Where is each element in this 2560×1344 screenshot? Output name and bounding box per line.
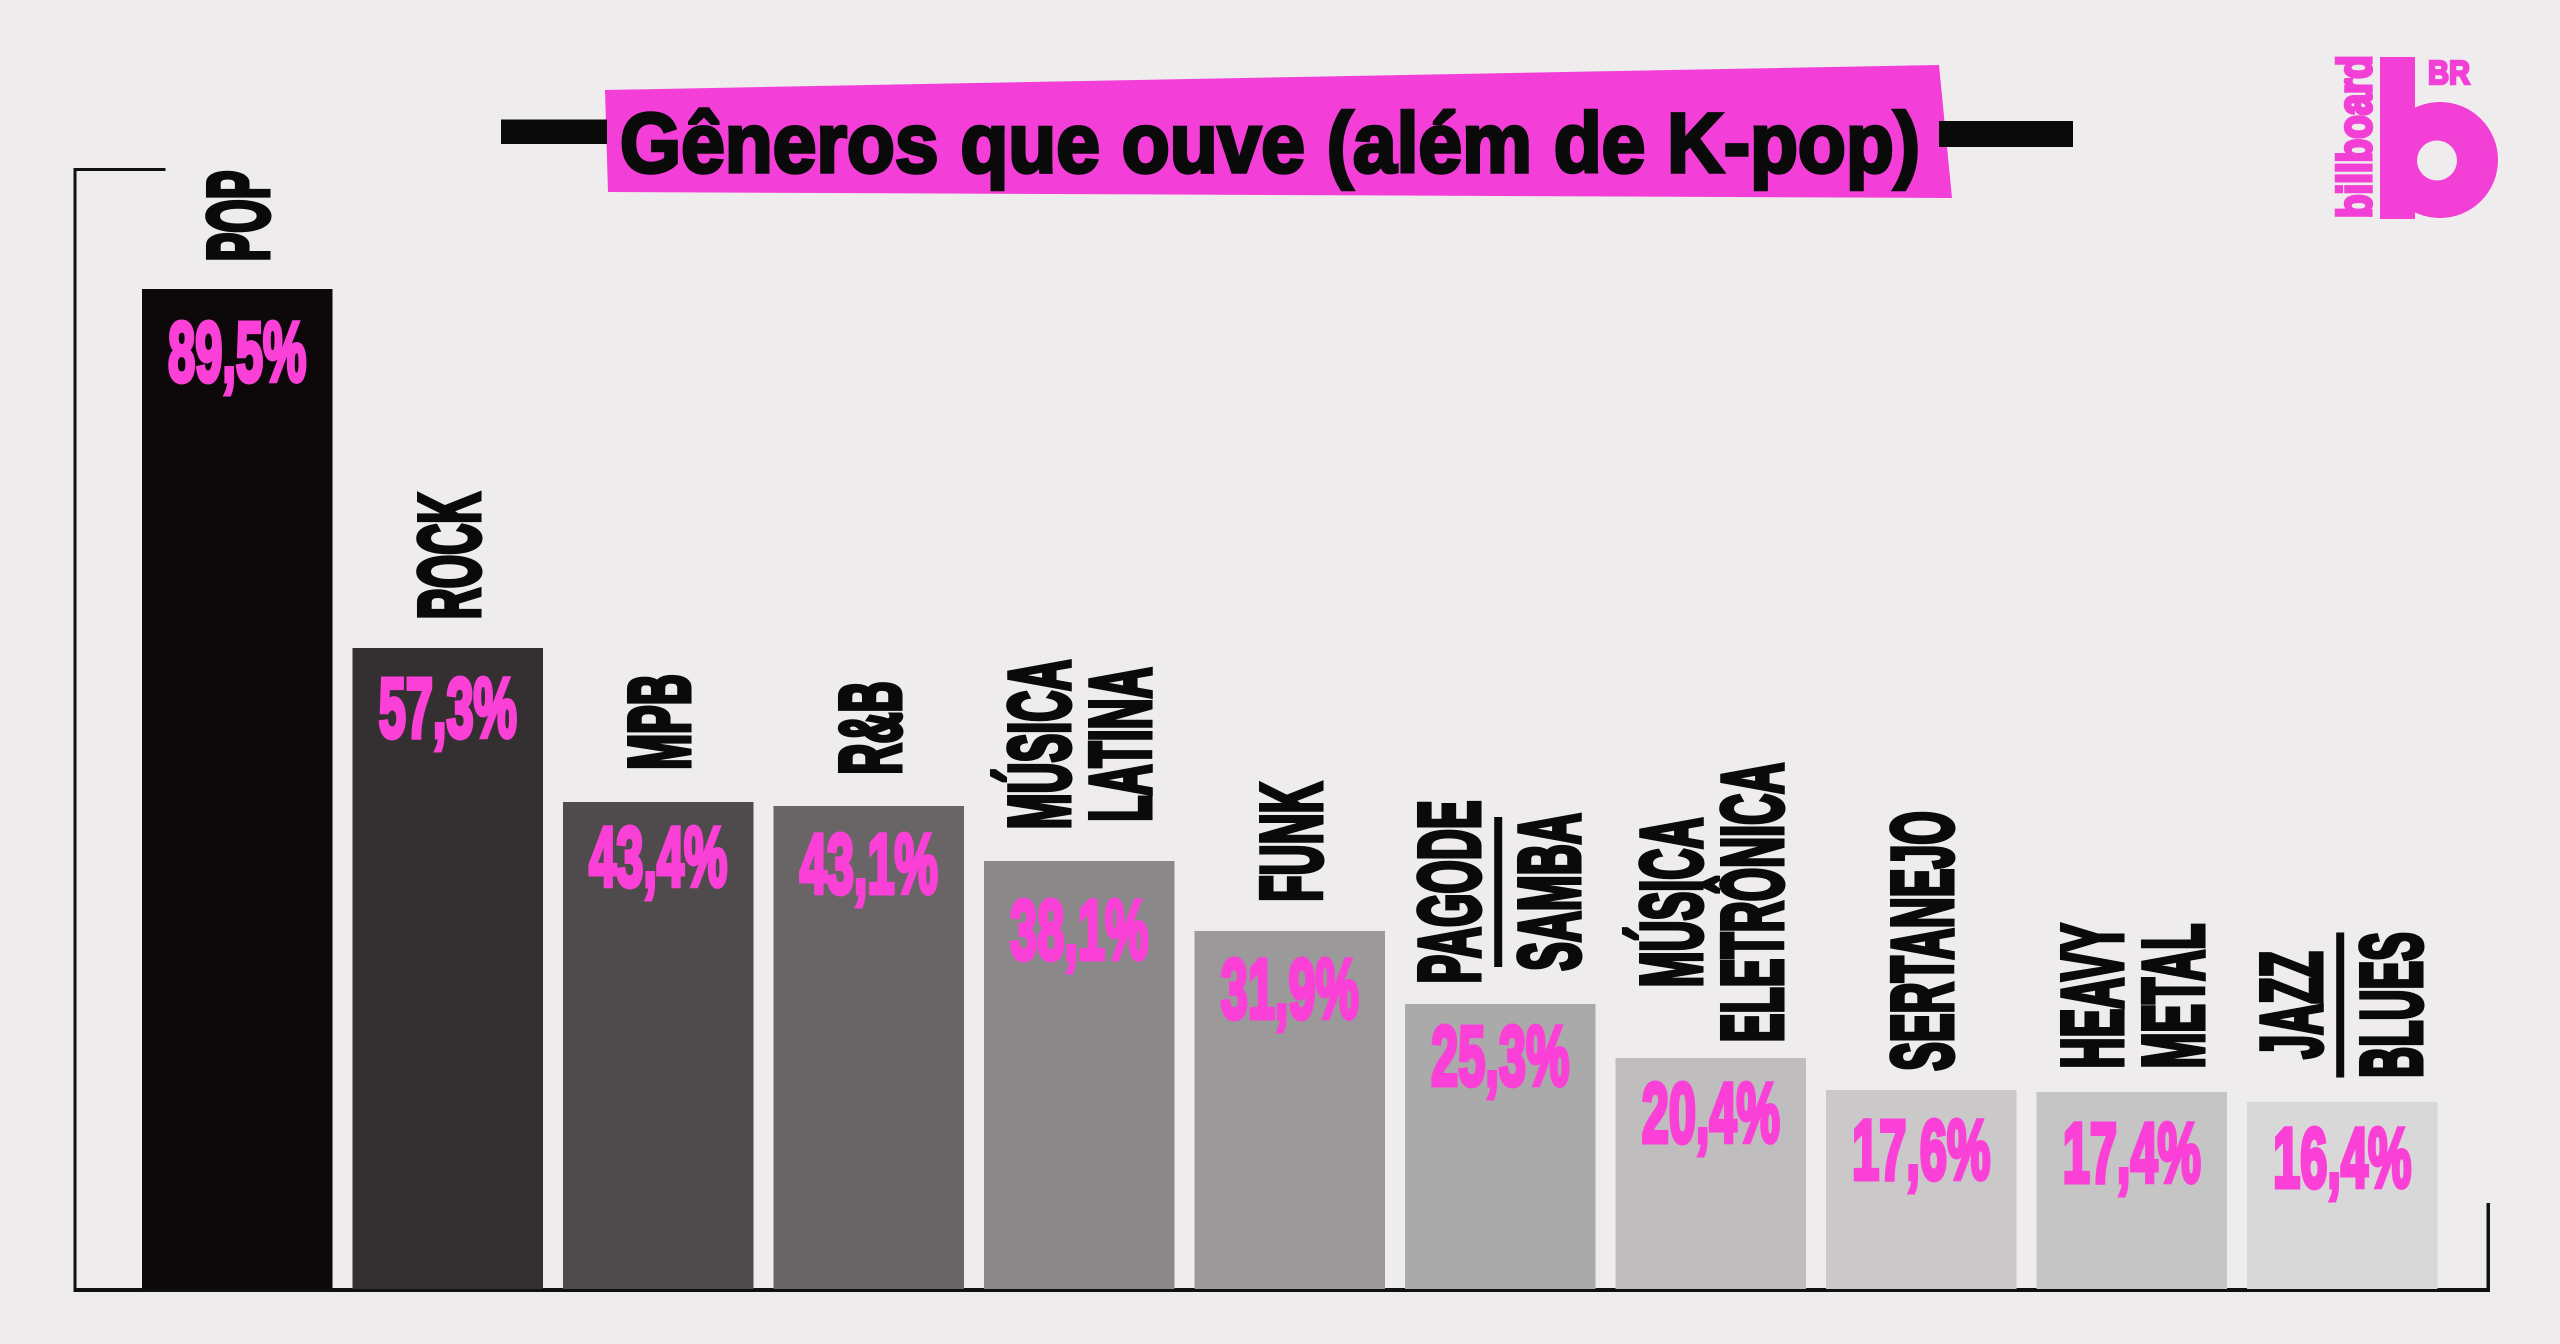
svg-text:25,3%: 25,3% <box>1431 1009 1569 1103</box>
svg-text:BR: BR <box>2428 55 2470 92</box>
svg-text:MÚSICA: MÚSICA <box>1624 818 1720 988</box>
svg-text:MÚSICA: MÚSICA <box>992 660 1088 830</box>
svg-text:PAGODE: PAGODE <box>1402 800 1498 983</box>
svg-text:43,4%: 43,4% <box>589 810 727 904</box>
svg-text:billboard: billboard <box>2329 55 2381 218</box>
svg-text:R&B: R&B <box>823 681 919 774</box>
svg-text:HEAVY: HEAVY <box>2045 924 2141 1069</box>
svg-text:20,4%: 20,4% <box>1642 1066 1780 1160</box>
svg-text:POP: POP <box>191 171 287 262</box>
svg-text:Gêneros que ouve (além de K-po: Gêneros que ouve (além de K-pop) <box>620 96 1920 190</box>
svg-text:MPB: MPB <box>612 674 708 770</box>
svg-text:ROCK: ROCK <box>402 493 498 620</box>
svg-text:43,1%: 43,1% <box>800 817 938 911</box>
svg-text:16,4%: 16,4% <box>2273 1111 2411 1205</box>
svg-text:57,3%: 57,3% <box>379 661 517 755</box>
svg-text:JAZZ: JAZZ <box>2244 951 2340 1058</box>
svg-text:SAMBA: SAMBA <box>1502 813 1598 971</box>
svg-text:LATINA: LATINA <box>1073 667 1169 821</box>
svg-text:17,4%: 17,4% <box>2063 1106 2201 1200</box>
svg-text:BLUES: BLUES <box>2344 932 2440 1078</box>
svg-text:89,5%: 89,5% <box>168 305 306 399</box>
svg-text:ELETRÔNICA: ELETRÔNICA <box>1703 763 1800 1042</box>
svg-text:FUNK: FUNK <box>1244 782 1340 901</box>
svg-text:SERTANEJO: SERTANEJO <box>1875 811 1971 1071</box>
svg-text:17,6%: 17,6% <box>1852 1103 1990 1197</box>
svg-text:38,1%: 38,1% <box>1010 883 1148 977</box>
svg-text:METAL: METAL <box>2126 924 2222 1069</box>
svg-text:31,9%: 31,9% <box>1221 942 1359 1036</box>
